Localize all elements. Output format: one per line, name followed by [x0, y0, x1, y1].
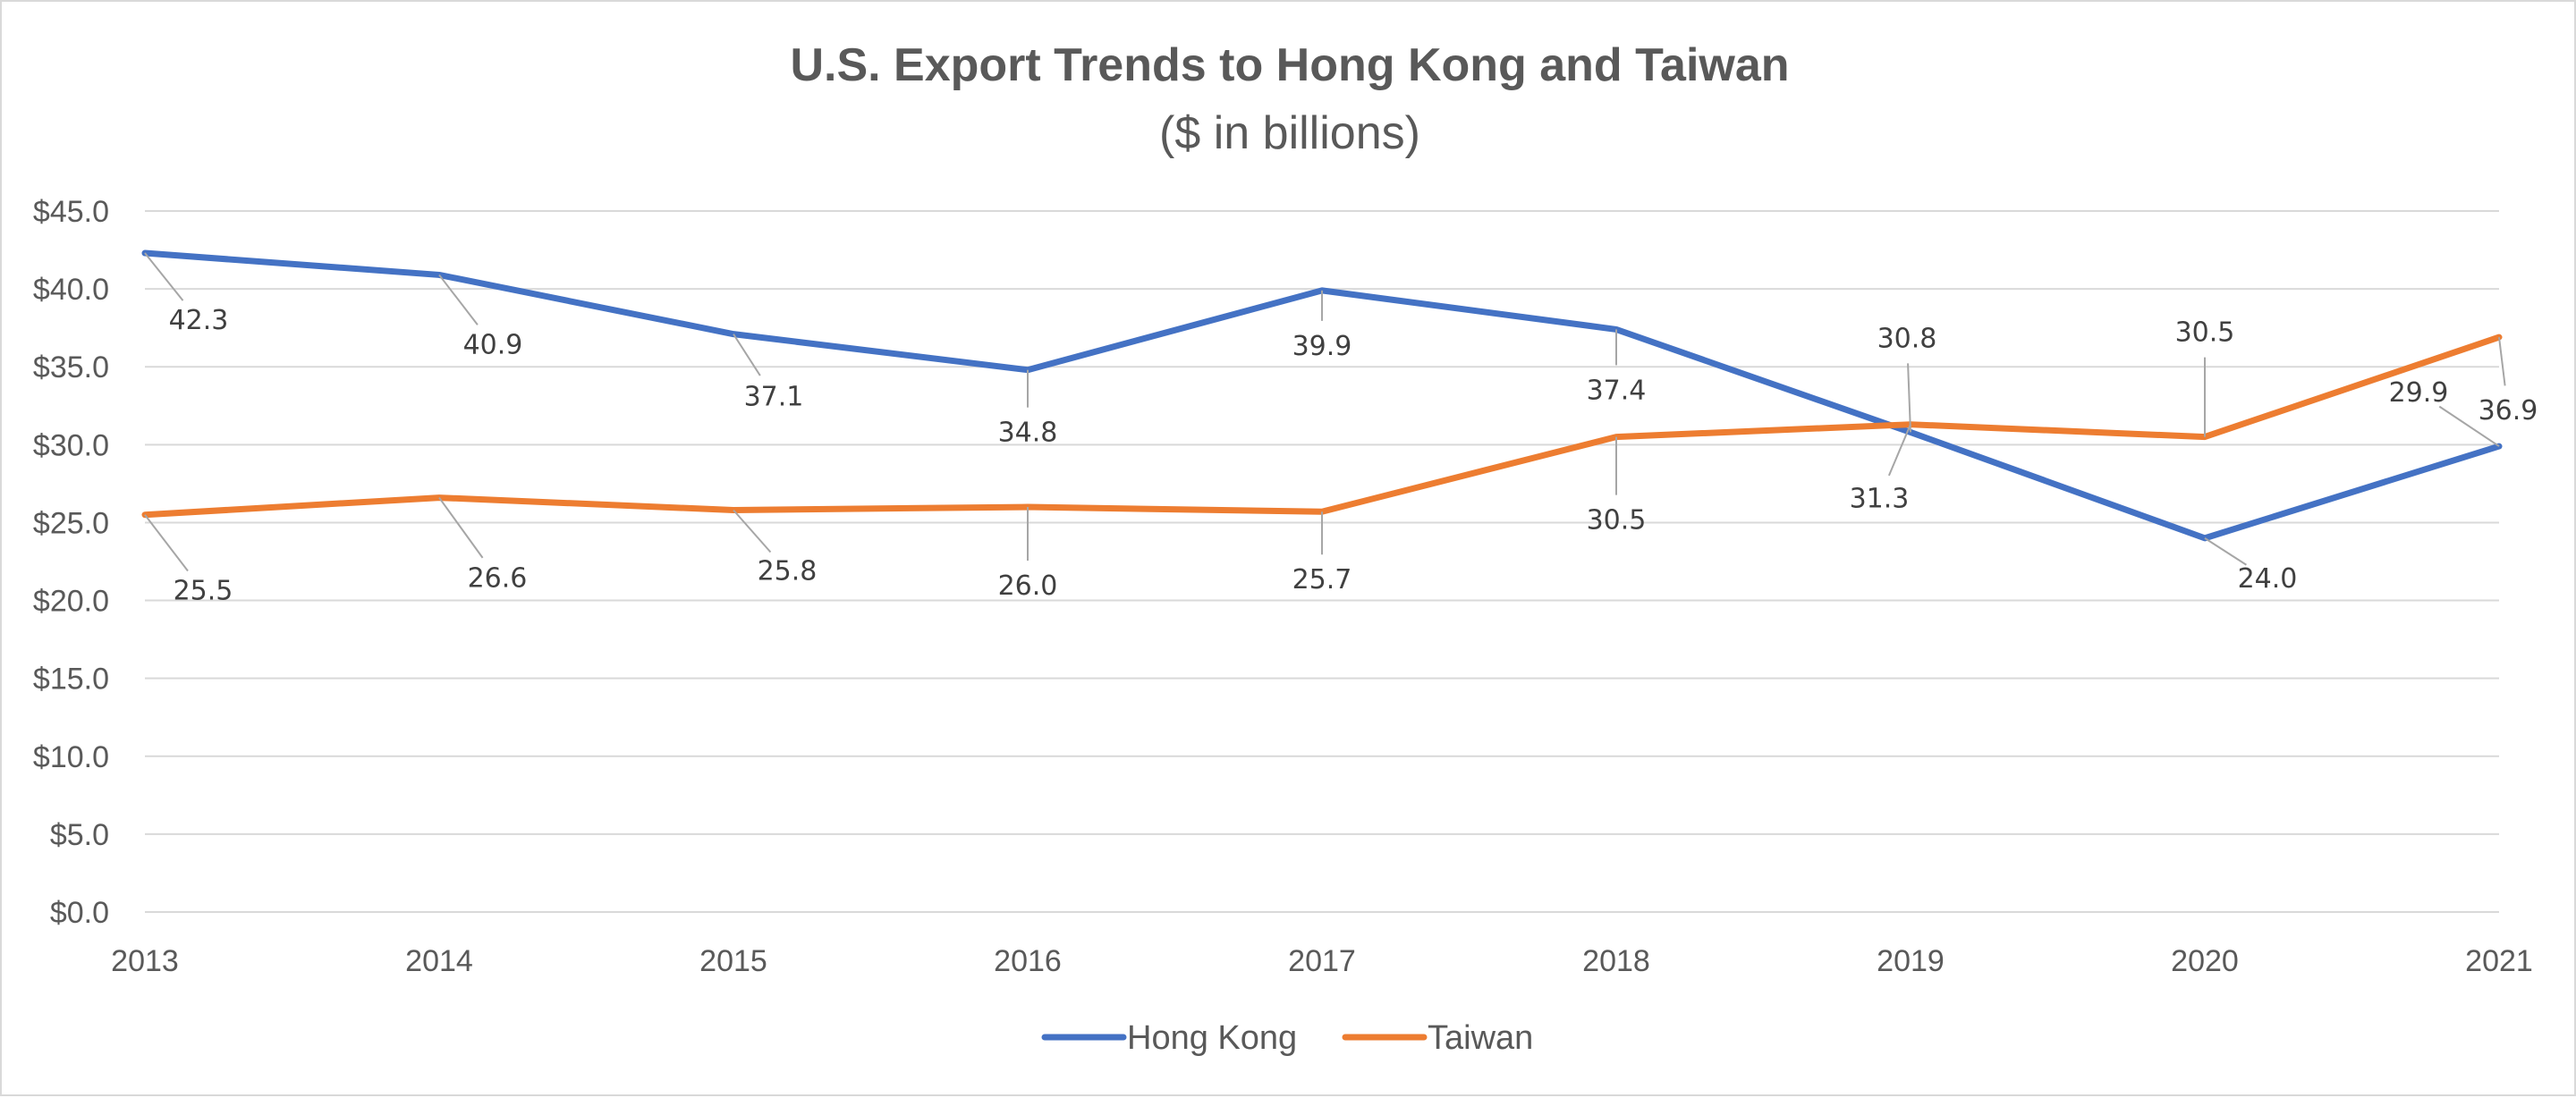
- data-label: 25.7: [1292, 564, 1352, 595]
- data-label: 30.5: [2175, 317, 2235, 349]
- leader-line: [144, 514, 189, 572]
- leader-line: [2438, 405, 2500, 447]
- leader-line: [144, 252, 184, 301]
- data-label: 37.1: [744, 382, 804, 413]
- x-tick-label: 2018: [1582, 944, 1650, 978]
- data-label: 42.3: [169, 305, 229, 336]
- legend-label: Taiwan: [1428, 1019, 1533, 1057]
- x-tick-label: 2017: [1288, 944, 1356, 978]
- y-tick-label: $30.0: [33, 428, 109, 462]
- leader-line: [1887, 424, 1911, 477]
- chart-title: U.S. Export Trends to Hong Kong and Taiw…: [790, 39, 1789, 91]
- data-label: 24.0: [2238, 563, 2298, 595]
- y-axis-tick-labels: $0.0 $5.0 $10.0 $15.0 $20.0 $25.0 $30.0 $35.0 $4…: [33, 195, 109, 930]
- data-label: 30.5: [1587, 505, 1647, 536]
- leader-line: [1907, 363, 1911, 433]
- data-label: 26.6: [468, 563, 528, 595]
- data-label: 25.5: [174, 576, 233, 607]
- y-tick-label: $15.0: [33, 663, 109, 697]
- data-labels: 42.3 40.9 37.1 34.8 39.9 37.4 30.8 24.0 29.9 25.5…: [169, 305, 2538, 607]
- data-label: 34.8: [998, 418, 1058, 449]
- y-tick-label: $5.0: [50, 818, 109, 852]
- y-tick-label: $40.0: [33, 273, 109, 307]
- x-axis-tick-labels: 2013 2014 2015 2016 2017 2018 2019 2020 2021: [111, 944, 2533, 978]
- y-tick-label: $25.0: [33, 506, 109, 540]
- x-tick-label: 2013: [111, 944, 179, 978]
- data-label: 26.0: [998, 570, 1058, 602]
- x-tick-label: 2016: [994, 944, 1062, 978]
- leader-line: [2204, 537, 2247, 566]
- y-tick-label: $0.0: [50, 896, 109, 930]
- y-tick-label: $45.0: [33, 195, 109, 229]
- data-label: 36.9: [2479, 395, 2538, 427]
- leader-line: [438, 274, 479, 325]
- x-tick-label: 2020: [2171, 944, 2239, 978]
- data-label: 29.9: [2389, 377, 2449, 409]
- leader-line: [438, 496, 484, 559]
- legend: Hong Kong Taiwan: [1041, 1019, 1533, 1057]
- y-tick-label: $35.0: [33, 351, 109, 384]
- leader-line: [733, 334, 761, 376]
- data-label: 40.9: [463, 329, 523, 360]
- x-tick-label: 2019: [1877, 944, 1945, 978]
- data-label: 30.8: [1877, 323, 1937, 354]
- leader-line: [733, 509, 772, 553]
- leader-line: [2498, 336, 2506, 386]
- series-line-taiwan: [141, 334, 2503, 519]
- data-label: 39.9: [1292, 331, 1352, 362]
- x-tick-label: 2021: [2465, 944, 2533, 978]
- data-label-leader-lines: [144, 252, 2506, 572]
- legend-label: Hong Kong: [1127, 1019, 1297, 1057]
- y-tick-label: $20.0: [33, 585, 109, 619]
- data-label: 31.3: [1850, 484, 1910, 515]
- data-label: 25.8: [758, 556, 818, 587]
- y-tick-label: $10.0: [33, 740, 109, 774]
- chart-subtitle: ($ in billions): [1159, 107, 1420, 159]
- data-label: 37.4: [1587, 375, 1647, 406]
- x-tick-label: 2015: [699, 944, 767, 978]
- x-tick-label: 2014: [405, 944, 473, 978]
